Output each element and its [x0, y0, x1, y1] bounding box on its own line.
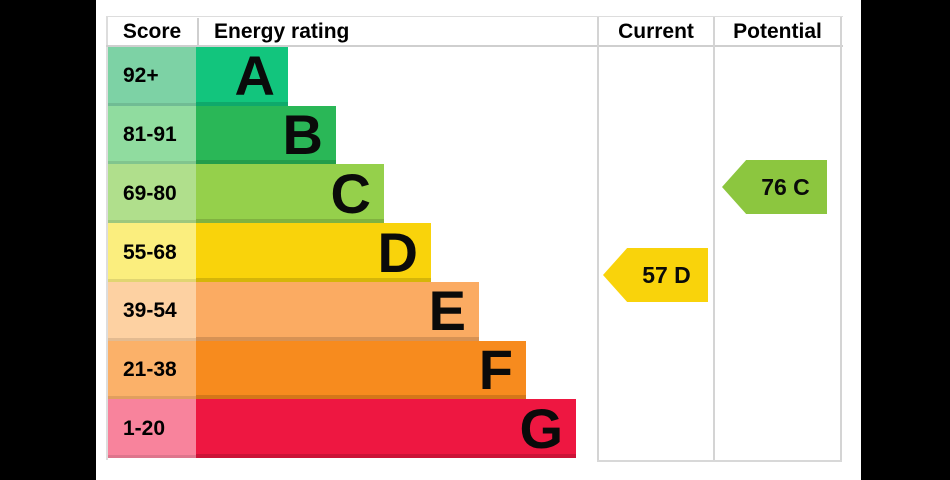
band-rows: 92+ A 81-91 B 69-80 C 55-68 D 39-54 E 21… [108, 47, 598, 460]
band-score: 1-20 [108, 399, 196, 459]
table-left-border [106, 17, 108, 460]
band-row: 92+ A [108, 47, 598, 106]
band-row: 81-91 B [108, 103, 598, 167]
band-letter: A [234, 44, 275, 108]
band-letter: F [478, 337, 513, 401]
current-rating-arrow: 57 D [603, 248, 708, 302]
band-bar: G [196, 396, 576, 460]
band-letter: C [330, 161, 371, 225]
current-column-header: Current [598, 17, 714, 47]
chart-panel: Score Energy rating Current Potential 92… [96, 0, 861, 480]
band-row: 1-20 G [108, 396, 598, 460]
table-bottom-border [597, 460, 842, 462]
potential-rating-label: 76 C [761, 173, 810, 200]
table-top-border [106, 16, 843, 17]
band-score: 39-54 [108, 281, 196, 341]
band-score: 92+ [108, 47, 196, 106]
band-bar: A [196, 47, 288, 106]
band-score: 69-80 [108, 164, 196, 224]
band-score: 55-68 [108, 223, 196, 282]
energy-rating-column-header: Energy rating [196, 17, 598, 47]
potential-column-header: Potential [714, 17, 841, 47]
band-bar: B [196, 103, 336, 167]
band-letter: G [519, 396, 563, 460]
band-row: 21-38 F [108, 337, 598, 401]
header-bottom-border [106, 45, 843, 47]
band-score: 81-91 [108, 105, 196, 165]
band-letter: B [282, 103, 323, 167]
potential-rating-arrow: 76 C [722, 160, 827, 214]
band-letter: D [377, 220, 418, 284]
band-bar: D [196, 223, 431, 282]
band-score: 21-38 [108, 340, 196, 400]
current-rating-label: 57 D [642, 261, 691, 288]
score-column-header: Score [108, 17, 196, 47]
band-row: 55-68 D [108, 223, 598, 282]
current-column-left-border [597, 17, 599, 462]
band-bar: C [196, 161, 384, 225]
potential-column-left-border [713, 17, 715, 462]
band-bar: E [196, 279, 479, 343]
band-letter: E [428, 279, 466, 343]
band-row: 39-54 E [108, 279, 598, 343]
band-row: 69-80 C [108, 161, 598, 225]
header-divider [197, 18, 199, 45]
band-bar: F [196, 337, 526, 401]
table-right-border [840, 17, 842, 462]
